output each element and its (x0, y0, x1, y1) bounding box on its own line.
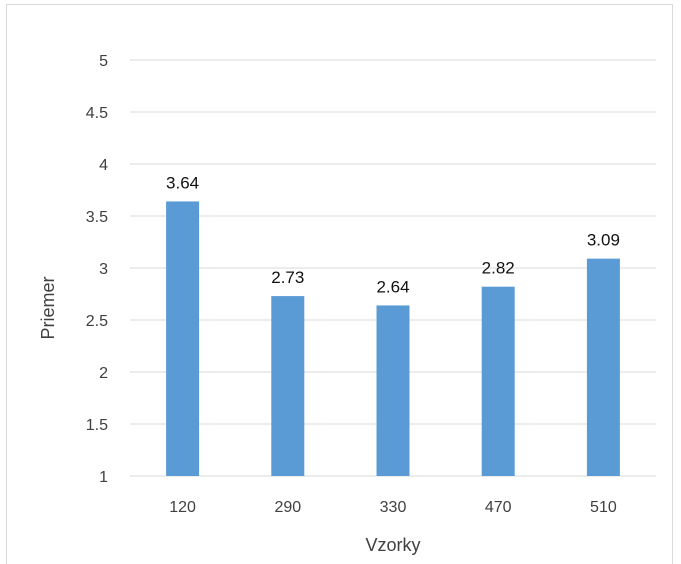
bar-470 (481, 286, 515, 476)
bar-330 (376, 305, 410, 476)
bars (166, 201, 620, 476)
x-tick-label-120: 120 (169, 499, 196, 516)
x-axis-title: Vzorky (365, 535, 420, 555)
data-labels: 3.64 2.73 2.64 2.82 3.09 (166, 173, 620, 296)
bar-290 (271, 296, 305, 476)
bar-120 (166, 201, 200, 476)
y-tick-labels: 1 1.5 2 2.5 3 3.5 4 4.5 5 (86, 53, 108, 486)
y-tick-label: 2.5 (86, 313, 108, 330)
data-label-330: 2.64 (376, 277, 409, 296)
x-tick-label-470: 470 (485, 499, 512, 516)
x-tick-label-510: 510 (590, 499, 617, 516)
y-tick-label: 1 (99, 469, 108, 486)
y-tick-label: 1.5 (86, 417, 108, 434)
y-tick-label: 3.5 (86, 209, 108, 226)
y-tick-label: 4 (99, 157, 108, 174)
x-tick-label-290: 290 (274, 499, 301, 516)
data-label-290: 2.73 (271, 268, 304, 287)
x-tick-labels: 120 290 330 470 510 (169, 499, 617, 516)
y-tick-label: 2 (99, 365, 108, 382)
y-tick-label: 3 (99, 261, 108, 278)
y-tick-label: 4.5 (86, 105, 108, 122)
data-label-120: 3.64 (166, 173, 199, 192)
chart-frame (6, 4, 673, 564)
x-tick-label-330: 330 (380, 499, 407, 516)
bar-510 (586, 258, 620, 476)
y-axis-title: Priemer (38, 276, 58, 339)
y-tick-label: 5 (99, 53, 108, 70)
data-label-470: 2.82 (482, 259, 515, 278)
data-label-510: 3.09 (587, 231, 620, 250)
